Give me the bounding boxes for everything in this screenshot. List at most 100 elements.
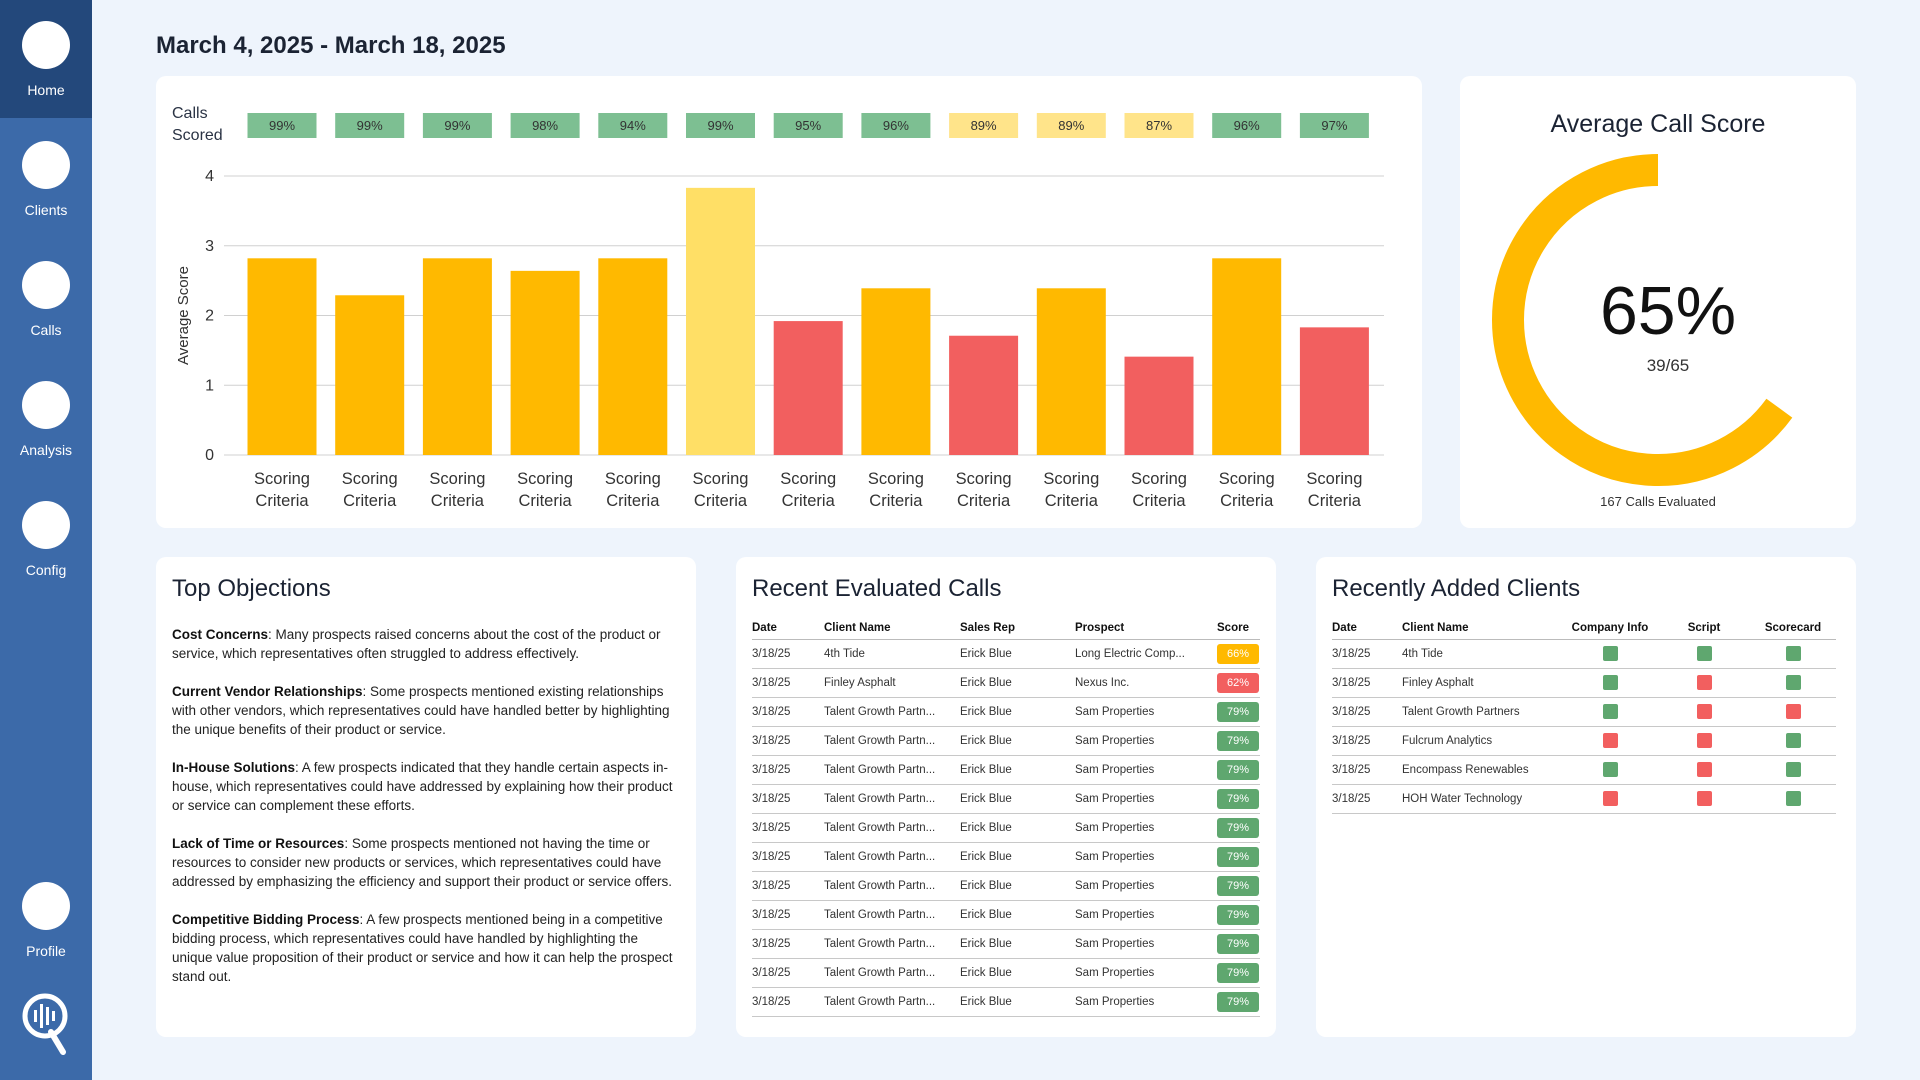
scorecard-status-cell: [1750, 755, 1836, 785]
x-tick-label: Criteria: [694, 492, 748, 510]
call-client-name: 4th Tide: [824, 639, 960, 669]
call-client-name: Finley Asphalt: [824, 668, 960, 698]
score-badge: 79%: [1217, 933, 1259, 954]
table-row[interactable]: 3/18/25 Talent Growth Partn... Erick Blue S…: [752, 784, 1260, 814]
calls-scored-pill: [1299, 113, 1369, 138]
call-prospect: Long Electric Comp...: [1075, 639, 1217, 669]
table-row[interactable]: 3/18/25 Talent Growth Partn... Erick Blue S…: [752, 871, 1260, 901]
table-row[interactable]: 3/18/25 Encompass Renewables: [1332, 755, 1836, 785]
nav-item-analysis[interactable]: Analysis: [0, 360, 92, 478]
company-info-status-indicator[interactable]: [1602, 733, 1618, 748]
column-header-date[interactable]: Date: [752, 617, 824, 640]
table-row[interactable]: 3/18/25 Talent Growth Partners: [1332, 697, 1836, 727]
scorecard-status-indicator[interactable]: [1785, 733, 1801, 748]
table-row[interactable]: 3/18/25 Talent Growth Partn... Erick Blue S…: [752, 726, 1260, 756]
objection-item: Competitive Bidding Process: A few prosp…: [172, 910, 682, 986]
call-date: 3/18/25: [752, 784, 824, 814]
nav-item-clients[interactable]: Clients: [0, 120, 92, 238]
score-badge: 79%: [1217, 875, 1259, 896]
call-client-name: Talent Growth Partn...: [824, 987, 960, 1017]
table-row[interactable]: 3/18/25 4th Tide Erick Blue Long Electric C…: [752, 639, 1260, 669]
recent-clients-table: Date Client Name Company Info Script Sco…: [1332, 617, 1836, 814]
script-status-indicator[interactable]: [1696, 791, 1712, 806]
column-header-prospect[interactable]: Prospect: [1075, 617, 1217, 640]
x-tick-label: Criteria: [1132, 492, 1186, 510]
column-header-company-info[interactable]: Company Info: [1562, 617, 1658, 640]
app-logo-icon: [22, 993, 68, 1055]
script-status-indicator[interactable]: [1696, 762, 1712, 777]
scorecard-status-cell: [1750, 697, 1836, 727]
company-info-status-indicator[interactable]: [1602, 791, 1618, 806]
call-date: 3/18/25: [752, 842, 824, 872]
scorecard-status-indicator[interactable]: [1785, 762, 1801, 777]
call-date: 3/18/25: [752, 958, 824, 988]
table-row[interactable]: 3/18/25 Talent Growth Partn... Erick Blue S…: [752, 900, 1260, 930]
column-header-date[interactable]: Date: [1332, 617, 1402, 640]
table-row[interactable]: 3/18/25 Talent Growth Partn... Erick Blue S…: [752, 697, 1260, 727]
table-row[interactable]: 3/18/25 4th Tide: [1332, 639, 1836, 669]
calls-scored-pill: [686, 113, 755, 138]
scorecard-status-indicator[interactable]: [1785, 646, 1801, 661]
call-client-name: Talent Growth Partn...: [824, 813, 960, 843]
column-header-sales-rep[interactable]: Sales Rep: [960, 617, 1075, 640]
script-status-indicator[interactable]: [1696, 733, 1712, 748]
table-row[interactable]: 3/18/25 Talent Growth Partn... Erick Blue S…: [752, 813, 1260, 843]
scoring-criteria-chart-card: Calls Scored 0 1 2 3 4 Average Score 99% Scorin…: [156, 76, 1422, 528]
score-badge: 79%: [1217, 730, 1259, 751]
analysis-icon: [22, 381, 70, 429]
objection-text: : A few prospects mentioned being in a c…: [172, 912, 673, 984]
bar: [335, 295, 405, 455]
script-status-indicator[interactable]: [1696, 675, 1712, 690]
x-tick-label: Scoring: [1043, 470, 1099, 488]
column-header-scorecard[interactable]: Scorecard: [1750, 617, 1836, 640]
table-row[interactable]: 3/18/25 Talent Growth Partn... Erick Blue S…: [752, 987, 1260, 1017]
date-range-title: March 4, 2025 - March 18, 2025: [156, 32, 506, 59]
table-row[interactable]: 3/18/25 Talent Growth Partn... Erick Blue S…: [752, 958, 1260, 988]
column-header-score[interactable]: Score: [1217, 617, 1260, 640]
x-tick-label: Scoring: [1306, 470, 1362, 488]
company-info-status-indicator[interactable]: [1602, 762, 1618, 777]
nav-item-config[interactable]: Config: [0, 480, 92, 598]
company-info-status-indicator[interactable]: [1602, 675, 1618, 690]
call-prospect: Sam Properties: [1075, 987, 1217, 1017]
script-status-indicator[interactable]: [1696, 704, 1712, 719]
score-badge: 66%: [1217, 643, 1259, 664]
table-row[interactable]: 3/18/25 Talent Growth Partn... Erick Blue S…: [752, 842, 1260, 872]
scorecard-status-indicator[interactable]: [1785, 704, 1801, 719]
table-row[interactable]: 3/18/25 Finley Asphalt: [1332, 668, 1836, 698]
table-row[interactable]: 3/18/25 Talent Growth Partn... Erick Blue S…: [752, 929, 1260, 959]
company-info-status-indicator[interactable]: [1602, 704, 1618, 719]
calls-scored-label-line2: Scored: [172, 127, 223, 144]
script-status-indicator[interactable]: [1696, 646, 1712, 661]
column-header-client-name[interactable]: Client Name: [824, 617, 960, 640]
call-date: 3/18/25: [752, 668, 824, 698]
call-score-cell: 79%: [1217, 697, 1260, 727]
call-sales-rep: Erick Blue: [960, 842, 1075, 872]
nav-item-profile[interactable]: Profile: [0, 861, 92, 979]
script-status-cell: [1658, 726, 1750, 756]
sidebar: Home Clients Calls Analysis Config Profi…: [0, 0, 92, 1080]
x-tick-label: Criteria: [1045, 492, 1099, 510]
company-info-status-indicator[interactable]: [1602, 646, 1618, 661]
nav-label: Profile: [26, 943, 66, 959]
table-row[interactable]: 3/18/25 HOH Water Technology: [1332, 784, 1836, 814]
nav-label: Clients: [24, 202, 68, 218]
call-score-cell: 79%: [1217, 755, 1260, 785]
call-score-cell: 79%: [1217, 987, 1260, 1017]
y-tick-label: 4: [205, 168, 214, 185]
nav-item-calls[interactable]: Calls: [0, 240, 92, 358]
nav-label: Home: [27, 82, 65, 98]
column-header-script[interactable]: Script: [1658, 617, 1750, 640]
calls-scored-value: 96%: [883, 118, 909, 133]
column-header-client-name[interactable]: Client Name: [1402, 617, 1562, 640]
gauge-arc: [1492, 154, 1793, 486]
scorecard-status-cell: [1750, 639, 1836, 669]
scorecard-status-indicator[interactable]: [1785, 791, 1801, 806]
call-sales-rep: Erick Blue: [960, 929, 1075, 959]
table-row[interactable]: 3/18/25 Talent Growth Partn... Erick Blue S…: [752, 755, 1260, 785]
table-row[interactable]: 3/18/25 Finley Asphalt Erick Blue Nexus Inc…: [752, 668, 1260, 698]
nav-item-home[interactable]: Home: [0, 0, 92, 118]
x-tick-label: Scoring: [605, 470, 661, 488]
table-row[interactable]: 3/18/25 Fulcrum Analytics: [1332, 726, 1836, 756]
scorecard-status-indicator[interactable]: [1785, 675, 1801, 690]
